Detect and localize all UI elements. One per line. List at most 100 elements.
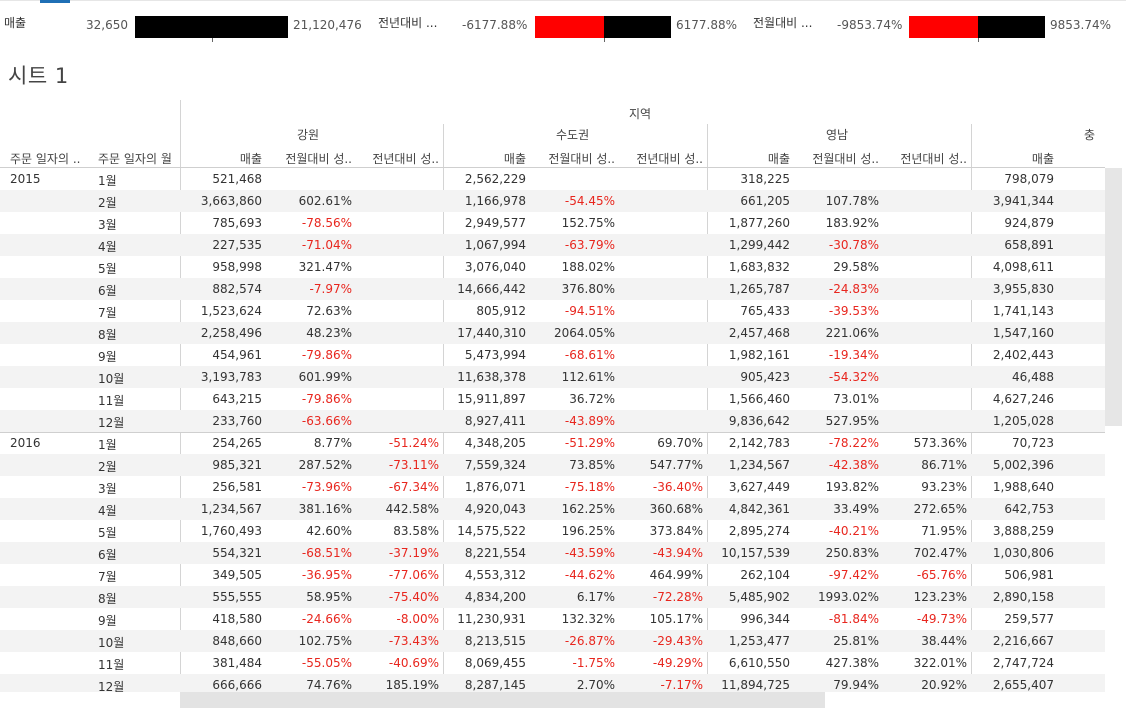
legend-yoy-black-bar [604,16,671,38]
data-cell: 798,079 [1004,172,1054,186]
legend-mom-min: -9853.74% [837,18,903,32]
data-cell: -26.87% [564,634,615,648]
data-cell: -54.45% [564,194,615,208]
data-cell: 985,321 [212,458,262,472]
data-cell: 1,988,640 [992,480,1054,494]
data-cell: 2,216,667 [992,634,1054,648]
data-cell: 8,069,455 [464,656,526,670]
table-row[interactable]: 1월 521,468 2,562,229 318,225 798,079 [0,168,1105,190]
data-cell: 464.99% [649,568,703,582]
data-cell: 1,876,071 [464,480,526,494]
legend-mom[interactable]: 전월대비 ... -9853.74% 9853.74% [749,8,1119,42]
table-row[interactable]: 6월 554,321 -68.51% -37.19% 8,221,554 -43.59% -… [0,542,1105,564]
table-row[interactable]: 12월 233,760 -63.66% 8,927,411 -43.89% 9,836,6… [0,410,1105,432]
data-cell: -1 [1040,326,1105,340]
table-row[interactable]: 4월 1,234,567 381.16% 442.58% 4,920,043 162.25… [0,498,1105,520]
month-label: 2월 [98,460,117,474]
region-divider [443,124,444,692]
crosstab[interactable]: 지역 주문 일자의 .. 주문 일자의 월 강원 수도권 영남 충 매출 전월대비 성.. 전년… [0,100,1105,692]
data-cell: 905,423 [740,370,790,384]
data-cell: 661,205 [740,194,790,208]
legend-yoy[interactable]: 전년대비 ... -6177.88% 6177.88% [374,8,744,42]
table-row[interactable]: 2월 985,321 287.52% -73.11% 7,559,324 73.85% 54… [0,454,1105,476]
table-row[interactable]: 4월 227,535 -71.04% 1,067,994 -63.79% 1,299,44… [0,234,1105,256]
table-row[interactable]: 10월 848,660 102.75% -73.43% 8,213,515 -26.87%… [0,630,1105,652]
table-row[interactable]: 1월 254,265 8.77% -51.24% 4,348,205 -51.29% 69.… [0,432,1105,454]
table-row[interactable]: 7월 349,505 -36.95% -77.06% 4,553,312 -44.62% 4… [0,564,1105,586]
month-label: 8월 [98,328,117,342]
data-cell: 185.19% [385,678,439,692]
data-cell: 3,627,449 [728,480,790,494]
table-row[interactable]: 3월 785,693 -78.56% 2,949,577 152.75% 1,877,26… [0,212,1105,234]
data-cell: 5 [1040,348,1105,362]
table-row[interactable]: 8월 2,258,496 48.23% 17,440,310 2064.05% 2,457… [0,322,1105,344]
table-row[interactable]: 7월 1,523,624 72.63% 805,912 -94.51% 765,433 -3… [0,300,1105,322]
data-cell: -30.78% [828,238,879,252]
table-row[interactable]: 5월 958,998 321.47% 3,076,040 188.02% 1,683,83… [0,256,1105,278]
data-cell: -9 [1040,436,1105,450]
month-label: 10월 [98,372,125,386]
data-cell: 11,894,725 [721,678,790,692]
table-row[interactable]: 9월 418,580 -24.66% -8.00% 11,230,931 132.32% 1… [0,608,1105,630]
legend-sales-min: 32,650 [86,18,128,32]
data-cell: 1,253,477 [728,634,790,648]
data-cell: 20.92% [921,678,967,692]
column-header: 매출 [239,152,262,166]
column-header: 전월대비 성.. [285,152,352,166]
data-cell: 2.70% [576,678,615,692]
data-cell: 15,911,897 [457,392,526,406]
table-row[interactable]: 11월 643,215 -79.86% 15,911,897 36.72% 1,566,4… [0,388,1105,410]
data-cell: -43.94% [652,546,703,560]
table-row[interactable]: 3월 256,581 -73.96% -67.34% 1,876,071 -75.18% -… [0,476,1105,498]
table-row[interactable]: 9월 454,961 -79.86% 5,473,994 -68.61% 1,982,16… [0,344,1105,366]
table-row[interactable]: 6월 882,574 -7.97% 14,666,442 376.80% 1,265,78… [0,278,1105,300]
data-cell: 1,166,978 [464,194,526,208]
vertical-scrollbar[interactable] [1105,168,1122,426]
table-row[interactable]: 11월 381,484 -55.05% -40.69% 8,069,455 -1.75% -… [0,652,1105,674]
data-cell: -7.17% [660,678,703,692]
table-row[interactable]: 2월 3,663,860 602.61% 1,166,978 -54.45% 661,20… [0,190,1105,212]
data-cell: 196.25% [561,524,615,538]
table-row[interactable]: 10월 3,193,783 601.99% 11,638,378 112.61% 905,… [0,366,1105,388]
data-cell: 71.95% [921,524,967,538]
data-cell: 5,485,902 [728,590,790,604]
data-cell: 123.23% [913,590,967,604]
data-cell: 272.65% [913,502,967,516]
data-cell: 506,981 [1004,568,1054,582]
month-label: 1월 [98,174,117,188]
data-cell: 6,610,550 [728,656,790,670]
data-cell: 3,941,344 [992,194,1054,208]
month-label: 4월 [98,240,117,254]
data-cell: -73.43% [388,634,439,648]
data-cell: -5 [1040,304,1105,318]
data-cell: 3,193,783 [200,370,262,384]
data-cell: 287.52% [298,458,352,472]
data-cell: 1,760,493 [200,524,262,538]
table-row[interactable]: 12월 666,666 74.76% 185.19% 8,287,145 2.70% -7.… [0,674,1105,692]
data-cell: 107.78% [825,194,879,208]
column-header: 전월대비 성.. [548,152,615,166]
data-cell: 132.32% [561,612,615,626]
data-cell: -75.40% [388,590,439,604]
data-cell: 70,723 [1012,436,1054,450]
data-cell: 2,895,274 [728,524,790,538]
table-row[interactable]: 5월 1,760,493 42.60% 83.58% 14,575,522 196.25%… [0,520,1105,542]
data-cell: 105.17% [649,612,703,626]
legend-yoy-red-bar [535,16,604,38]
data-cell: -51.29% [564,436,615,450]
horizontal-scrollbar[interactable] [180,692,825,708]
table-row[interactable]: 8월 555,555 58.95% -75.40% 4,834,200 6.17% -72.… [0,586,1105,608]
region-header: 충 [1084,128,1096,142]
data-cell: 11,230,931 [457,612,526,626]
data-cell: -36.40% [652,480,703,494]
data-cell: -54.32% [828,370,879,384]
data-cell: 1,566,460 [728,392,790,406]
data-cell: -29.43% [652,634,703,648]
data-cell: 318,225 [740,172,790,186]
legend-sales[interactable]: 매출 32,650 21,120,476 [0,8,370,42]
data-cell: 2,258,496 [200,326,262,340]
data-cell: -1.75% [572,656,615,670]
legend-mom-red-bar [909,16,978,38]
data-cell: -36.95% [301,568,352,582]
data-cell: 36.72% [569,392,615,406]
